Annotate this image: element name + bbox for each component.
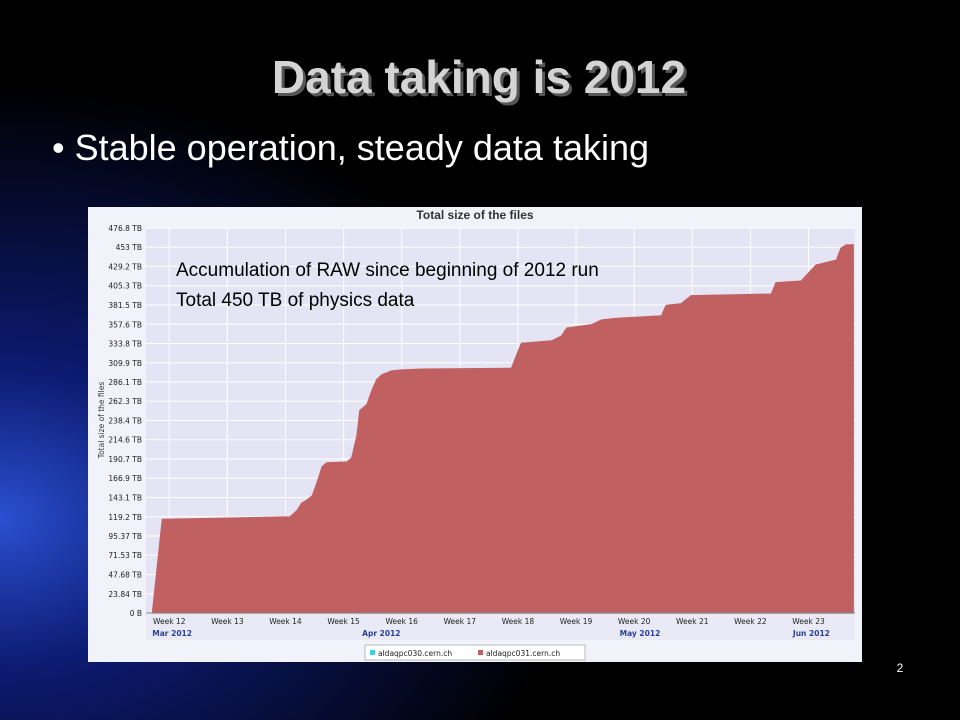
y-tick-label: 23.84 TB	[108, 590, 142, 599]
y-tick-label: 0 B	[130, 609, 142, 618]
y-tick-label: 166.9 TB	[108, 474, 142, 483]
x-tick-label: Week 19	[560, 617, 593, 626]
y-tick-label: 95.37 TB	[108, 532, 142, 541]
y-tick-label: 333.8 TB	[108, 339, 142, 348]
y-tick-label: 357.6 TB	[108, 320, 142, 329]
chart-title: Total size of the files	[416, 208, 533, 222]
y-tick-label: 476.8 TB	[108, 224, 142, 233]
bullet: • Stable operation, steady data taking	[52, 127, 649, 168]
y-axis-label: Total size of the files	[97, 382, 106, 460]
annotation: Total 450 TB of physics data	[176, 290, 415, 311]
y-tick-label: 309.9 TB	[108, 359, 142, 368]
y-tick-label: 381.5 TB	[108, 301, 142, 310]
month-label: May 2012	[620, 629, 661, 638]
x-tick-label: Week 12	[153, 617, 186, 626]
x-axis-band	[146, 613, 855, 640]
month-label: Jun 2012	[792, 629, 830, 638]
legend-entry: aldaqpc030.cern.ch	[378, 649, 452, 658]
x-tick-label: Week 21	[676, 617, 709, 626]
y-tick-label: 286.1 TB	[108, 378, 142, 387]
x-tick-label: Week 22	[734, 617, 767, 626]
x-tick-label: Week 18	[502, 617, 535, 626]
x-tick-label: Week 20	[618, 617, 651, 626]
y-tick-label: 143.1 TB	[108, 493, 142, 502]
x-tick-label: Week 23	[792, 617, 825, 626]
y-tick-label: 47.68 TB	[108, 571, 142, 580]
month-label: Mar 2012	[152, 629, 192, 638]
y-tick-label: 214.6 TB	[108, 436, 142, 445]
month-label: Apr 2012	[362, 629, 400, 638]
y-tick-label: 238.4 TB	[108, 417, 142, 426]
page-number: 2	[897, 661, 904, 675]
x-tick-label: Week 16	[385, 617, 418, 626]
x-tick-label: Week 14	[269, 617, 302, 626]
y-tick-label: 429.2 TB	[108, 262, 142, 271]
x-tick-label: Week 13	[211, 617, 244, 626]
y-tick-label: 405.3 TB	[108, 282, 142, 291]
y-tick-label: 119.2 TB	[108, 513, 142, 522]
y-tick-label: 453 TB	[116, 243, 142, 252]
y-tick-label: 190.7 TB	[108, 455, 142, 464]
y-tick-label: 262.3 TB	[108, 397, 142, 406]
legend	[364, 644, 586, 661]
legend-swatch	[478, 650, 483, 655]
area	[151, 244, 854, 614]
x-tick-label: Week 17	[444, 617, 477, 626]
legend-swatch	[370, 650, 375, 655]
legend-entry: aldaqpc031.cern.ch	[486, 649, 560, 658]
slide-title: Data taking is 2012	[272, 51, 686, 103]
x-tick-label: Week 15	[327, 617, 360, 626]
y-tick-label: 71.53 TB	[108, 551, 142, 560]
title-shadow: Data taking is 2012	[275, 54, 689, 106]
annotation: Accumulation of RAW since beginning of 2…	[176, 260, 599, 281]
